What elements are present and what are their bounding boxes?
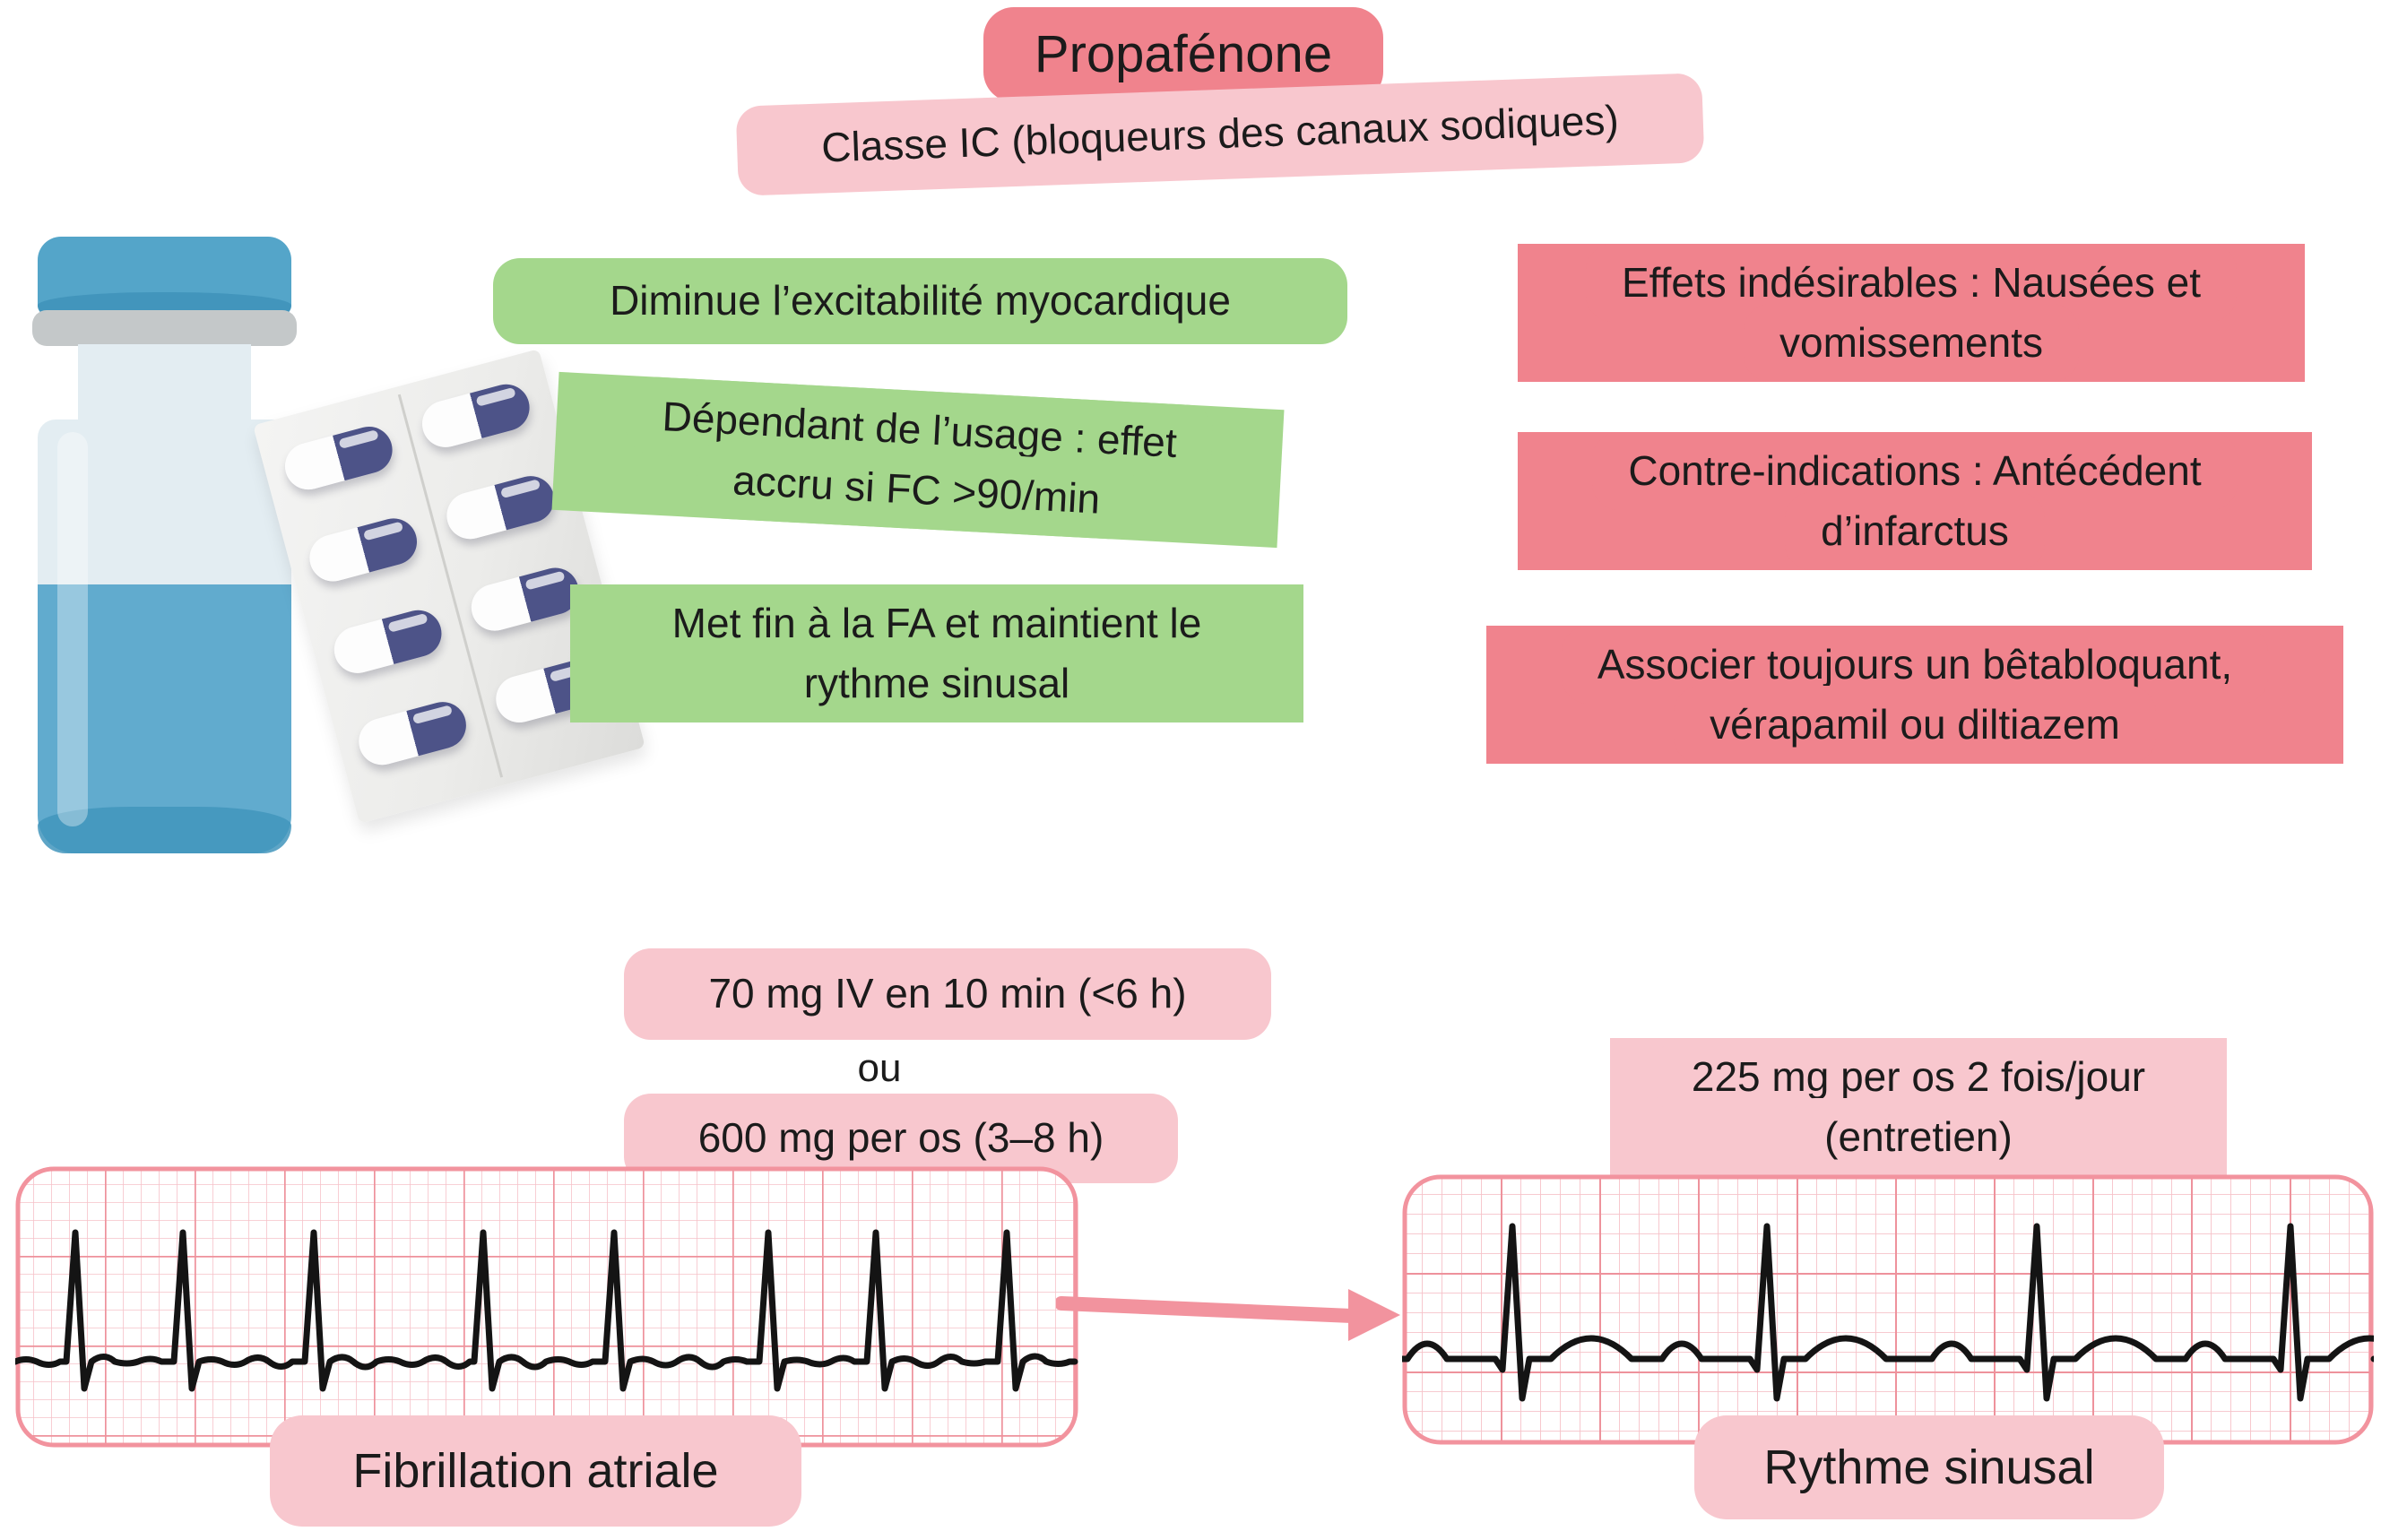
mechanism-badge-excitability: Diminue l’excitabilité myocardique [493,258,1347,344]
drug-class-badge: Classe IC (bloqueurs des canaux sodiques… [735,73,1705,196]
ecg-strip-afib [15,1166,1078,1448]
maintenance-dose-line2: (entretien) [1788,1098,2048,1177]
mechanism-text-line2: rythme sinusal [767,645,1106,723]
capsule-icon [466,562,584,636]
ecg-trace-sinus [1402,1223,2374,1402]
association-line2: vérapamil ou diltiazem [1674,686,2156,765]
page-title-text: Propafénone [1034,25,1333,84]
iv-dose-badge: 70 mg IV en 10 min (<6 h) [624,948,1271,1040]
association-badge: Associer toujours un bêtabloquant, vérap… [1486,626,2343,765]
drug-class-text: Classe IC (bloqueurs des canaux sodiques… [820,96,1620,171]
mechanism-text: Diminue l’excitabilité myocardique [610,277,1231,324]
oral-dose-text: 600 mg per os (3–8 h) [697,1114,1104,1162]
page-title: Propafénone [983,7,1383,102]
capsule-icon [304,513,422,587]
contraindications-line2: d’infarctus [1785,492,2045,571]
vial-band [32,310,297,346]
capsule-icon [329,604,447,679]
capsule-icon [441,471,559,545]
capsule-icon [353,696,472,771]
afib-label-text: Fibrillation atriale [352,1443,719,1498]
medicine-vial-illustration [32,237,297,853]
mechanism-badge-af-termination: Met fin à la FA et maintient le rythme s… [570,584,1303,723]
sinus-label-badge: Rythme sinusal [1694,1415,2164,1519]
ecg-strip-sinus [1402,1174,2374,1445]
mechanism-badge-use-dependence: Dépendant de l’usage : effet accru si FC… [551,371,1285,549]
adverse-effects-line2: vomissements [1744,304,2079,383]
capsule-icon [417,378,535,453]
maintenance-dose-badge: 225 mg per os 2 fois/jour (entretien) [1610,1038,2227,1177]
treatment-arrow-icon [1056,1289,1400,1341]
adverse-effects-badge: Effets indésirables : Nausées et vomisse… [1518,244,2305,383]
ecg-trace-afib [15,1229,1078,1392]
capsule-icon [280,421,398,495]
iv-dose-text: 70 mg IV en 10 min (<6 h) [708,970,1187,1017]
vial-shine [57,432,88,826]
vial-neck [78,344,251,425]
afib-label-badge: Fibrillation atriale [270,1415,801,1527]
or-text: ou [857,1046,902,1090]
vial-bottom-shade [38,807,291,853]
contraindications-badge: Contre-indications : Antécédent d’infarc… [1518,432,2312,571]
vial-body [38,420,291,853]
sinus-label-text: Rythme sinusal [1763,1440,2095,1494]
